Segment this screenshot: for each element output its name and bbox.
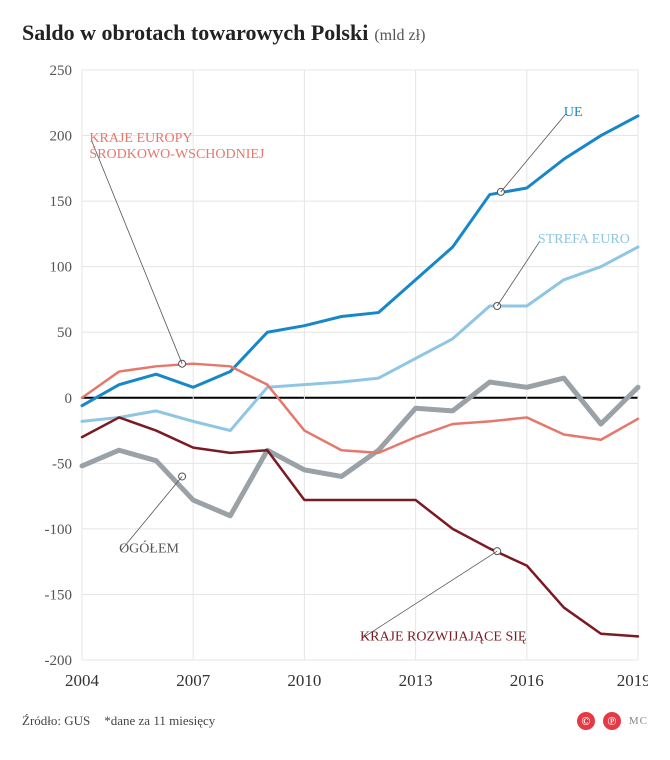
- annotation-label: STREFA EURO: [538, 232, 630, 247]
- svg-text:200: 200: [50, 129, 73, 145]
- svg-text:2013: 2013: [399, 671, 433, 690]
- chart-units: (mld zł): [374, 27, 425, 45]
- annotation-label: ŚRODKOWO-WSCHODNIEJ: [89, 145, 265, 162]
- series-strefa_euro: [82, 247, 638, 431]
- footer-note: *dane za 11 miesięcy: [104, 713, 215, 729]
- annotation-label: OGÓŁEM: [119, 539, 179, 556]
- svg-text:-150: -150: [45, 587, 73, 603]
- credit: MC: [629, 715, 648, 727]
- copyright-badge: ©: [577, 712, 595, 730]
- svg-text:-50: -50: [52, 456, 72, 472]
- svg-text:2007: 2007: [176, 671, 211, 690]
- chart-area: -200 -150 -100 -50 0 50 100 150 200 250 2004 2007 20…: [22, 60, 648, 700]
- svg-text:2016: 2016: [510, 671, 544, 690]
- annotation-label: KRAJE ROZWIJAJĄCE SIĘ: [360, 629, 526, 644]
- svg-text:2010: 2010: [287, 671, 321, 690]
- chart-footer: Źródło: GUS *dane za 11 miesięcy © ℗ MC: [22, 712, 648, 730]
- annotation-label: KRAJE EUROPY: [89, 131, 192, 146]
- svg-text:150: 150: [50, 194, 73, 210]
- source-label: Źródło: GUS: [22, 713, 90, 729]
- svg-text:2019*: 2019*: [617, 671, 648, 690]
- chart-title: Saldo w obrotach towarowych Polski: [22, 20, 368, 46]
- svg-text:-100: -100: [45, 522, 73, 538]
- svg-text:2004: 2004: [65, 671, 100, 690]
- svg-text:50: 50: [57, 325, 72, 341]
- svg-text:0: 0: [65, 391, 73, 407]
- line-chart: -200 -150 -100 -50 0 50 100 150 200 250 2004 2007 20…: [22, 60, 648, 700]
- annotation-label: UE: [564, 105, 583, 120]
- chart-title-row: Saldo w obrotach towarowych Polski (mld …: [22, 20, 648, 46]
- svg-text:-200: -200: [45, 653, 73, 669]
- svg-text:100: 100: [50, 260, 73, 276]
- phonogram-badge: ℗: [603, 712, 621, 730]
- svg-text:250: 250: [50, 63, 73, 79]
